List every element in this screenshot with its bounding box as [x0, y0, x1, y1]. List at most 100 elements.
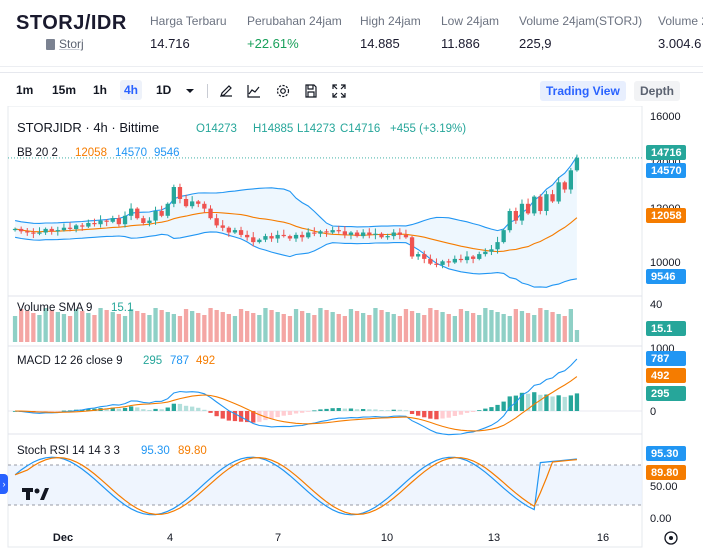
volume-bar [477, 315, 481, 342]
candle-body [367, 233, 371, 235]
fullscreen-icon[interactable] [331, 83, 347, 99]
price-axis: 1600014000120001000014716145701205895464… [646, 111, 686, 525]
volume-bar [416, 313, 420, 342]
macd-histogram-bar [172, 404, 176, 411]
candle-body [172, 187, 176, 204]
macd-histogram-bar [147, 410, 151, 411]
macd-histogram-bar [288, 411, 292, 415]
volume-bar [495, 312, 499, 342]
candle-body [453, 259, 457, 263]
macd-histogram-bar [489, 407, 493, 411]
volume-bar [361, 313, 365, 342]
candle-body [263, 236, 267, 240]
interval-1m[interactable]: 1m [12, 80, 37, 100]
macd-histogram-bar [428, 411, 432, 419]
candle-body [245, 235, 249, 237]
interval-1h[interactable]: 1h [89, 80, 111, 100]
volume-bar [239, 309, 243, 342]
candle-body [257, 240, 261, 242]
tradingview-logo-icon [22, 485, 50, 503]
settings-icon[interactable] [275, 83, 291, 99]
stoch-tag: 95.30 [651, 448, 679, 460]
volume-value: 15.1 [111, 302, 133, 314]
interval-15m[interactable]: 15m [48, 80, 80, 100]
candle-body [25, 231, 29, 232]
candle-body [557, 182, 561, 201]
candle-body [526, 204, 530, 214]
candle-body [129, 209, 133, 216]
candle-body [166, 204, 170, 216]
volume-bar [117, 314, 121, 342]
candle-body [239, 230, 243, 235]
volume-bar [514, 309, 518, 342]
stat-label: High 24jam [360, 14, 421, 28]
volume-bar [508, 316, 512, 342]
interval-1d[interactable]: 1D [152, 80, 175, 100]
macd-histogram-bar [422, 411, 426, 417]
volume-bar [56, 312, 60, 342]
candle-body [514, 211, 518, 221]
price-chart[interactable]: 1600014000120001000014716145701205895464… [0, 106, 703, 553]
macd-label: MACD 12 26 close 9 [17, 355, 122, 367]
volume-bar [50, 310, 54, 342]
volume-bar [111, 312, 115, 342]
macd-histogram-bar [550, 397, 554, 412]
macd-histogram-bar [56, 411, 60, 412]
interval-4h[interactable]: 4h [120, 80, 142, 100]
candle-body [196, 201, 200, 203]
tab-trading-view[interactable]: Trading View [540, 81, 626, 101]
candle-body [306, 233, 310, 238]
volume-tag: 15.1 [651, 323, 672, 335]
macd-histogram-bar [269, 411, 273, 419]
candle-body [404, 235, 408, 237]
stoch-k-value: 95.30 [141, 445, 170, 457]
stoch-tick-label: 0.00 [650, 513, 671, 525]
stoch-tag: 89.80 [651, 467, 679, 479]
candle-body [373, 234, 377, 235]
candle-body [208, 209, 212, 219]
candle-body [459, 259, 463, 260]
macd-histogram-bar [178, 404, 182, 411]
indicators-icon[interactable] [246, 83, 262, 99]
volume-bar [447, 314, 451, 342]
candle-body [416, 254, 420, 256]
coin-link[interactable]: Storj [46, 37, 84, 51]
volume-bar [526, 313, 530, 342]
candle-body [569, 170, 573, 189]
stat-label: Volume 2 [658, 14, 703, 28]
candle-body [440, 261, 444, 265]
volume-bar [306, 313, 310, 342]
volume-bar [294, 309, 298, 342]
macd-tag: 787 [651, 353, 669, 365]
pen-icon[interactable] [218, 83, 234, 99]
candle-body [495, 242, 499, 249]
candle-body [508, 211, 512, 230]
volume-bar [276, 312, 280, 342]
save-icon[interactable] [303, 83, 319, 99]
price-tag: 14570 [651, 165, 682, 177]
chevron-down-icon[interactable] [182, 83, 198, 99]
candle-body [276, 235, 280, 239]
ohlc-low: L14273 [297, 123, 335, 135]
volume-bar [557, 314, 561, 342]
volume-bar [251, 313, 255, 342]
reset-view-icon[interactable] [665, 532, 677, 544]
candle-body [160, 211, 164, 216]
tab-depth[interactable]: Depth [634, 81, 680, 101]
bb-upper-value: 14570 [115, 147, 147, 159]
expand-panel-button[interactable]: › [0, 474, 8, 494]
stat-value: 14.716 [150, 36, 227, 51]
candle-body [355, 233, 359, 237]
volume-bar [563, 316, 567, 342]
macd-tag: 295 [651, 388, 669, 400]
volume-bar [489, 310, 493, 342]
bb-basis-value: 12058 [75, 147, 107, 159]
volume-bar [318, 308, 322, 342]
volume-bar [135, 311, 139, 342]
stat-label: Volume 24jam(STORJ) [519, 14, 642, 28]
stat-last-price: Harga Terbaru 14.716 [150, 14, 227, 51]
macd-tick-label: 0 [650, 406, 656, 418]
candle-body [544, 194, 548, 211]
macd-histogram-bar [129, 406, 133, 411]
coin-link-label[interactable]: Storj [59, 37, 84, 51]
